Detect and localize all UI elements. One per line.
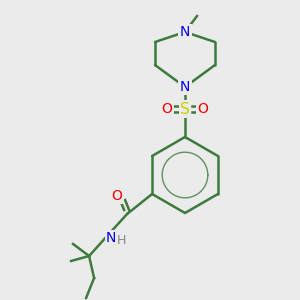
Text: O: O: [162, 102, 172, 116]
Text: N: N: [106, 231, 116, 245]
Text: S: S: [180, 101, 190, 116]
Text: N: N: [180, 25, 190, 39]
Text: O: O: [112, 189, 122, 203]
Text: H: H: [116, 235, 126, 248]
Text: N: N: [180, 80, 190, 94]
Text: O: O: [198, 102, 208, 116]
